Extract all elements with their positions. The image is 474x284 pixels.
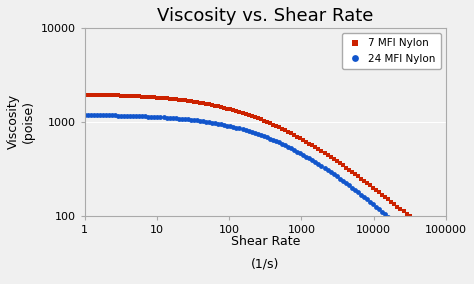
24 MFI Nylon [331,173,337,176]
7 MFI Nylon [282,129,288,132]
Line: 24 MFI Nylon: 24 MFI Nylon [82,112,448,269]
7 MFI Nylon [158,96,164,100]
7 MFI Nylon [331,157,337,161]
7 MFI Nylon [431,234,437,238]
Title: Viscosity vs. Shear Rate: Viscosity vs. Shear Rate [157,7,374,25]
24 MFI Nylon [367,200,373,204]
24 MFI Nylon [282,144,288,147]
7 MFI Nylon [367,184,373,187]
7 MFI Nylon [82,93,87,96]
X-axis label: Shear Rate: Shear Rate [231,235,300,248]
Legend: 7 MFI Nylon, 24 MFI Nylon: 7 MFI Nylon, 24 MFI Nylon [342,33,441,69]
Text: (1/s): (1/s) [251,257,280,270]
24 MFI Nylon [158,116,164,119]
24 MFI Nylon [443,265,449,269]
Y-axis label: Viscosity
(poise): Viscosity (poise) [7,94,35,149]
24 MFI Nylon [82,113,87,117]
24 MFI Nylon [431,254,437,258]
Line: 7 MFI Nylon: 7 MFI Nylon [82,92,448,248]
24 MFI Nylon [179,117,184,120]
7 MFI Nylon [179,98,184,102]
7 MFI Nylon [443,244,449,248]
